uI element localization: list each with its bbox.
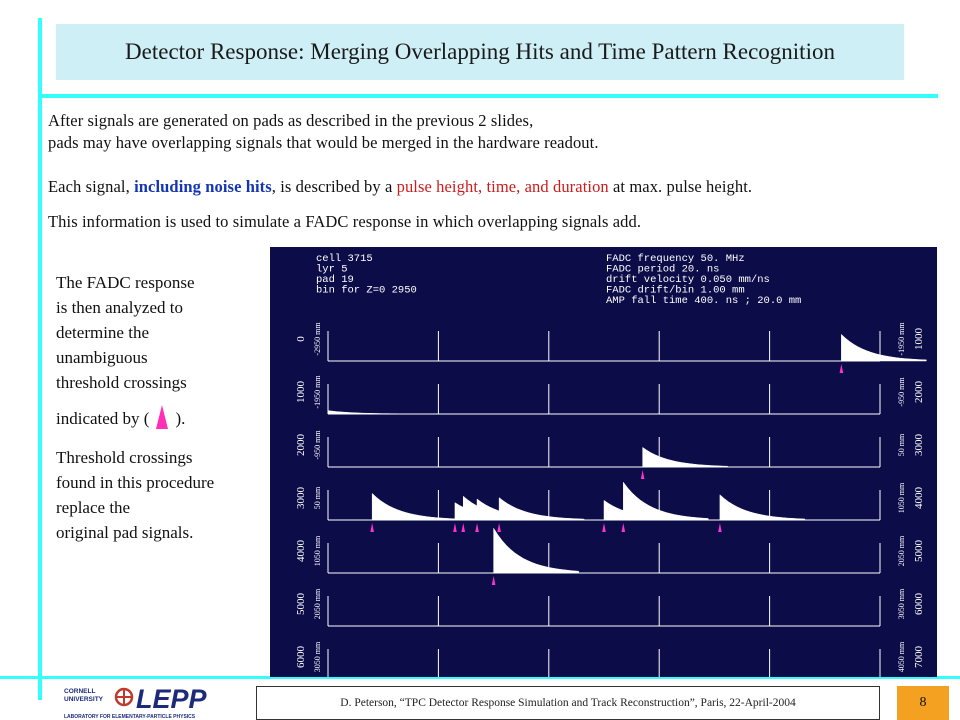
sidebar-line: Threshold crossings bbox=[56, 448, 193, 467]
fadc-left-mm-label: 1050 mm bbox=[313, 535, 322, 566]
fadc-threshold-marker bbox=[475, 523, 479, 532]
paragraph-2: Each signal, including noise hits, is de… bbox=[48, 177, 752, 197]
sidebar-line: replace the bbox=[56, 498, 131, 517]
fadc-left-mm-label: 3050 mm bbox=[313, 641, 322, 672]
sidebar-line: The FADC response bbox=[56, 273, 195, 292]
paragraph-3: This information is used to simulate a F… bbox=[48, 212, 642, 231]
logo-lepp-text: LEPP bbox=[136, 684, 208, 714]
fadc-left-mm-label: -1950 mm bbox=[313, 375, 322, 409]
indicated-prefix: indicated by ( bbox=[56, 409, 150, 428]
logo-emblem-icon bbox=[114, 687, 134, 707]
sidebar-line: found in this procedure bbox=[56, 473, 215, 492]
sidebar-line: threshold crossings bbox=[56, 373, 187, 392]
fadc-left-bin-label: 2000 bbox=[295, 434, 307, 457]
sidebar-line: is then analyzed to bbox=[56, 298, 183, 317]
fadc-threshold-marker bbox=[461, 523, 466, 532]
lepp-logo: CORNELL UNIVERSITY LEPP LABORATORY FOR E… bbox=[64, 684, 208, 720]
fadc-right-bin-label: 4000 bbox=[913, 487, 925, 510]
highlight-noise-hits: including noise hits bbox=[134, 177, 272, 196]
fadc-right-mm-label: -950 mm bbox=[897, 377, 906, 407]
fadc-right-bin-label: 7000 bbox=[913, 646, 925, 669]
fadc-info-left: pad 19 bbox=[316, 274, 354, 286]
page-number: 8 bbox=[897, 686, 949, 720]
paragraph-2-text-c: , is described by a bbox=[271, 177, 397, 196]
fadc-right-mm-label: 3050 mm bbox=[897, 588, 906, 619]
fadc-info-right: drift velocity 0.050 mm/ns bbox=[606, 274, 770, 286]
sidebar-line: original pad signals. bbox=[56, 523, 194, 542]
fadc-left-bin-label: 1000 bbox=[295, 381, 307, 404]
fadc-pulse bbox=[371, 492, 458, 521]
fadc-info-right: AMP fall time 400. ns ; 20.0 mm bbox=[606, 295, 801, 307]
logo-university-text: UNIVERSITY bbox=[64, 696, 104, 703]
fadc-right-mm-label: 2050 mm bbox=[897, 535, 906, 566]
indicated-suffix: ). bbox=[175, 409, 186, 428]
paragraph-1-line-2: pads may have overlapping signals that w… bbox=[48, 133, 599, 152]
fadc-info-left: cell 3715 bbox=[316, 253, 373, 265]
fadc-left-mm-label: 50 mm bbox=[313, 486, 322, 509]
fadc-threshold-marker bbox=[621, 523, 626, 532]
title-box: Detector Response: Merging Overlapping H… bbox=[56, 24, 904, 80]
logo-subtitle-text: LABORATORY FOR ELEMENTARY-PARTICLE PHYSI… bbox=[64, 714, 196, 720]
fadc-left-bin-label: 3000 bbox=[295, 487, 307, 510]
fadc-info-left: lyr 5 bbox=[316, 264, 348, 276]
logo-cornell-text: CORNELL bbox=[64, 688, 95, 695]
fadc-right-bin-label: 1000 bbox=[913, 328, 925, 351]
highlight-pulse-attributes: pulse height, time, and duration bbox=[396, 177, 609, 196]
accent-footer-line bbox=[0, 676, 960, 679]
fadc-info-right: FADC drift/bin 1.00 mm bbox=[606, 285, 745, 297]
sidebar-text: The FADC response is then analyzed to de… bbox=[56, 270, 266, 545]
fadc-right-bin-label: 2000 bbox=[913, 381, 925, 404]
fadc-left-bin-label: 4000 bbox=[295, 540, 307, 563]
fadc-right-mm-label: 50 mm bbox=[897, 433, 906, 456]
fadc-pulse bbox=[493, 527, 579, 574]
fadc-left-bin-label: 5000 bbox=[295, 593, 307, 616]
paragraph-2-text-a: Each signal, bbox=[48, 177, 135, 196]
sidebar-line: determine the bbox=[56, 323, 149, 342]
fadc-right-mm-label: 4050 mm bbox=[897, 641, 906, 672]
fadc-threshold-marker bbox=[491, 576, 496, 585]
fadc-threshold-marker bbox=[497, 523, 501, 532]
sidebar-line: unambiguous bbox=[56, 348, 148, 367]
fadc-right-bin-label: 6000 bbox=[913, 593, 925, 616]
fadc-pulse bbox=[642, 446, 728, 468]
accent-title-underline bbox=[38, 94, 938, 98]
footer-citation: D. Peterson, “TPC Detector Response Simu… bbox=[256, 686, 880, 720]
fadc-threshold-marker bbox=[453, 523, 457, 532]
threshold-marker-icon bbox=[156, 405, 169, 429]
fadc-left-bin-label: 0 bbox=[295, 336, 307, 342]
accent-vertical-line bbox=[38, 18, 42, 700]
fadc-info-right: FADC period 20. ns bbox=[606, 264, 719, 276]
fadc-pulse bbox=[623, 481, 709, 521]
fadc-left-mm-label: -2950 mm bbox=[313, 322, 322, 356]
paragraph-2-text-e: at max. pulse height. bbox=[608, 177, 753, 196]
fadc-threshold-marker bbox=[602, 523, 606, 532]
fadc-left-mm-label: 2050 mm bbox=[313, 588, 322, 619]
fadc-right-mm-label: 1050 mm bbox=[897, 482, 906, 513]
fadc-info-right: FADC frequency 50. MHz bbox=[606, 253, 745, 265]
fadc-threshold-marker bbox=[718, 523, 722, 532]
fadc-left-mm-label: -950 mm bbox=[313, 430, 322, 460]
fadc-display: cell 3715 lyr 5 pad 19 bin for Z=0 2950 FADC… bbox=[270, 247, 937, 680]
fadc-threshold-marker bbox=[370, 523, 374, 532]
slide-title: Detector Response: Merging Overlapping H… bbox=[125, 39, 835, 64]
fadc-threshold-marker bbox=[839, 364, 844, 373]
fadc-right-mm-label: -1950 mm bbox=[897, 322, 906, 356]
fadc-right-bin-label: 5000 bbox=[913, 540, 925, 563]
fadc-pulse bbox=[841, 333, 927, 362]
indicated-by-line: indicated by (). bbox=[56, 404, 266, 431]
fadc-pulse bbox=[498, 497, 585, 521]
fadc-left-bin-label: 6000 bbox=[295, 646, 307, 669]
fadc-pulse bbox=[719, 494, 806, 521]
fadc-info-left: bin for Z=0 2950 bbox=[316, 285, 417, 297]
fadc-pulse bbox=[327, 410, 414, 415]
fadc-right-bin-label: 3000 bbox=[913, 434, 925, 457]
fadc-threshold-marker bbox=[640, 470, 645, 479]
paragraph-1-line-1: After signals are generated on pads as d… bbox=[48, 111, 534, 130]
